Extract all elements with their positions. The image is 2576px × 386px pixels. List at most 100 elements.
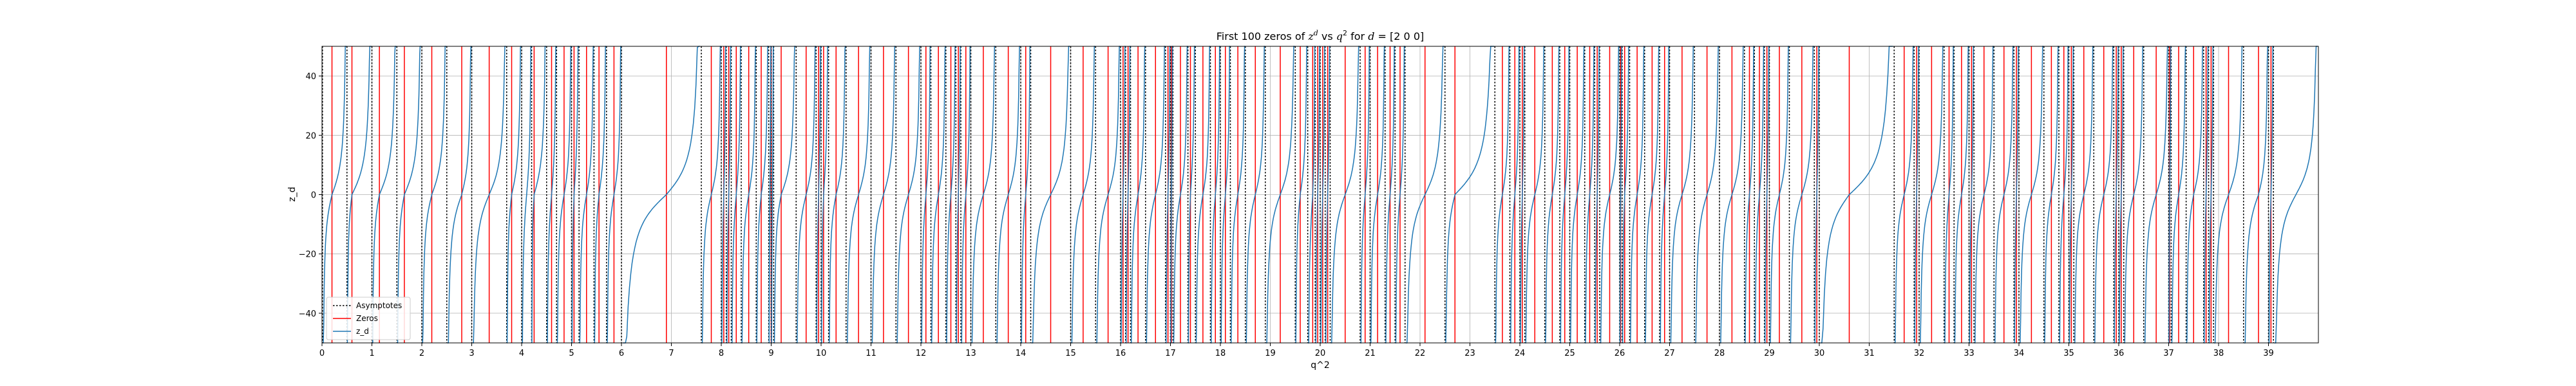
y-tick-label: −40 bbox=[299, 309, 316, 319]
x-tick-label: 25 bbox=[1564, 349, 1575, 358]
x-tick-label: 7 bbox=[668, 349, 674, 358]
z-d-branch bbox=[1694, 46, 1719, 344]
z-d-branch bbox=[1525, 46, 1545, 344]
z-d-branch bbox=[2268, 46, 2274, 344]
x-tick-label: 20 bbox=[1315, 349, 1326, 358]
z-d-branch bbox=[1385, 46, 1395, 344]
z-d-branch bbox=[1295, 46, 1308, 344]
z-d-branch bbox=[1195, 46, 1211, 344]
x-tick-label: 3 bbox=[469, 349, 474, 358]
x-tick-label: 35 bbox=[2063, 349, 2074, 358]
z-d-branch bbox=[422, 46, 447, 344]
z-d-branch bbox=[607, 46, 621, 344]
x-tick-label: 33 bbox=[1964, 349, 1975, 358]
z-d-branch bbox=[1188, 46, 1196, 344]
z-d-branch bbox=[397, 46, 422, 344]
z-d-branch bbox=[472, 46, 506, 344]
z-d-branch bbox=[547, 46, 556, 344]
z-d-branch bbox=[1095, 46, 1121, 344]
z-d-branch bbox=[346, 46, 372, 344]
z-d-branch bbox=[2203, 46, 2209, 344]
z-d-branch bbox=[956, 46, 961, 344]
x-tick-label: 18 bbox=[1215, 349, 1226, 358]
z-d-branch bbox=[2171, 46, 2186, 344]
x-tick-label: 26 bbox=[1615, 349, 1625, 358]
legend-label: Asymptotes bbox=[356, 301, 402, 310]
z-d-branch bbox=[721, 46, 726, 344]
x-tick-label: 17 bbox=[1165, 349, 1176, 358]
z-d-branch bbox=[1307, 46, 1316, 344]
z-d-branch bbox=[1622, 46, 1630, 344]
z-d-branch bbox=[1021, 46, 1031, 344]
z-d-branch bbox=[623, 46, 700, 344]
z-d-curves bbox=[323, 46, 2318, 344]
x-tick-label: 6 bbox=[619, 349, 624, 358]
z-d-branch bbox=[796, 46, 816, 344]
z-d-branch bbox=[768, 46, 772, 344]
z-d-branch bbox=[846, 46, 871, 344]
x-tick-label: 29 bbox=[1764, 349, 1775, 358]
x-tick-label: 9 bbox=[768, 349, 773, 358]
z-d-branch bbox=[1545, 46, 1560, 344]
z-d-branch bbox=[2168, 46, 2172, 344]
chart-title: First 100 zeros of zd vs q2 for d = [2 0… bbox=[1217, 29, 1425, 42]
z-d-branch bbox=[1445, 46, 1494, 344]
z-d-branch bbox=[2208, 46, 2214, 344]
z-d-branch bbox=[1170, 46, 1173, 344]
z-d-branch bbox=[1220, 46, 1231, 344]
z-d-branch bbox=[871, 46, 896, 344]
z-d-branch bbox=[531, 46, 547, 344]
x-tick-label: 12 bbox=[916, 349, 927, 358]
x-tick-label: 39 bbox=[2263, 349, 2274, 358]
z-d-branch bbox=[1130, 46, 1146, 344]
z-d-branch bbox=[1619, 46, 1622, 344]
z-d-branch bbox=[2074, 46, 2094, 344]
z-d-branch bbox=[1495, 46, 1510, 344]
x-tick-label: 21 bbox=[1365, 349, 1376, 358]
z-d-branch bbox=[1265, 46, 1295, 344]
x-tick-label: 32 bbox=[1914, 349, 1925, 358]
x-axis: 0 1 2 3 4 5 6 7 8 9 10 11 12 13 14 15 16 17 18 19 20 21 22 23 24… bbox=[319, 343, 2274, 358]
y-axis-label: z_d bbox=[287, 187, 298, 201]
z-d-branch bbox=[447, 46, 471, 344]
z-d-branch bbox=[1814, 46, 1819, 344]
z-d-branch bbox=[1315, 46, 1320, 344]
legend-label: z_d bbox=[356, 327, 369, 336]
z-d-branch bbox=[2244, 46, 2268, 344]
z-d-branch bbox=[2124, 46, 2144, 344]
z-d-branch bbox=[731, 46, 741, 344]
z-d-branch bbox=[756, 46, 769, 344]
z-d-branch bbox=[726, 46, 732, 344]
legend-label: Zeros bbox=[356, 314, 378, 323]
z-d-branch bbox=[2044, 46, 2059, 344]
x-tick-label: 16 bbox=[1115, 349, 1126, 358]
z-d-branch bbox=[1754, 46, 1765, 344]
z-d-branch bbox=[1071, 46, 1095, 344]
z-d-branch bbox=[1173, 46, 1188, 344]
z-d-branch bbox=[1510, 46, 1520, 344]
z-d-branch bbox=[1569, 46, 1585, 344]
z-d-branch bbox=[2214, 46, 2243, 344]
z-d-branch bbox=[1230, 46, 1245, 344]
z-d-branch bbox=[2274, 46, 2318, 344]
z-d-branch bbox=[1670, 46, 1694, 344]
x-tick-label: 1 bbox=[369, 349, 374, 358]
z-d-branch bbox=[2014, 46, 2019, 344]
z-d-branch bbox=[579, 46, 594, 344]
x-tick-label: 10 bbox=[816, 349, 827, 358]
z-d-branch bbox=[1405, 46, 1444, 344]
x-tick-label: 14 bbox=[1016, 349, 1027, 358]
z-d-branch bbox=[1944, 46, 1954, 344]
x-tick-label: 36 bbox=[2114, 349, 2125, 358]
z-d-branch bbox=[971, 46, 996, 344]
z-d-branch bbox=[1245, 46, 1265, 344]
x-tick-label: 2 bbox=[419, 349, 424, 358]
x-tick-label: 37 bbox=[2163, 349, 2174, 358]
x-tick-label: 13 bbox=[965, 349, 976, 358]
z-d-branch bbox=[1974, 46, 1994, 344]
z-d-branch bbox=[1719, 46, 1745, 344]
z-d-branch bbox=[372, 46, 397, 344]
z-d-branch bbox=[2144, 46, 2168, 344]
z-d-branch bbox=[2019, 46, 2044, 344]
z-d-branch bbox=[1585, 46, 1595, 344]
